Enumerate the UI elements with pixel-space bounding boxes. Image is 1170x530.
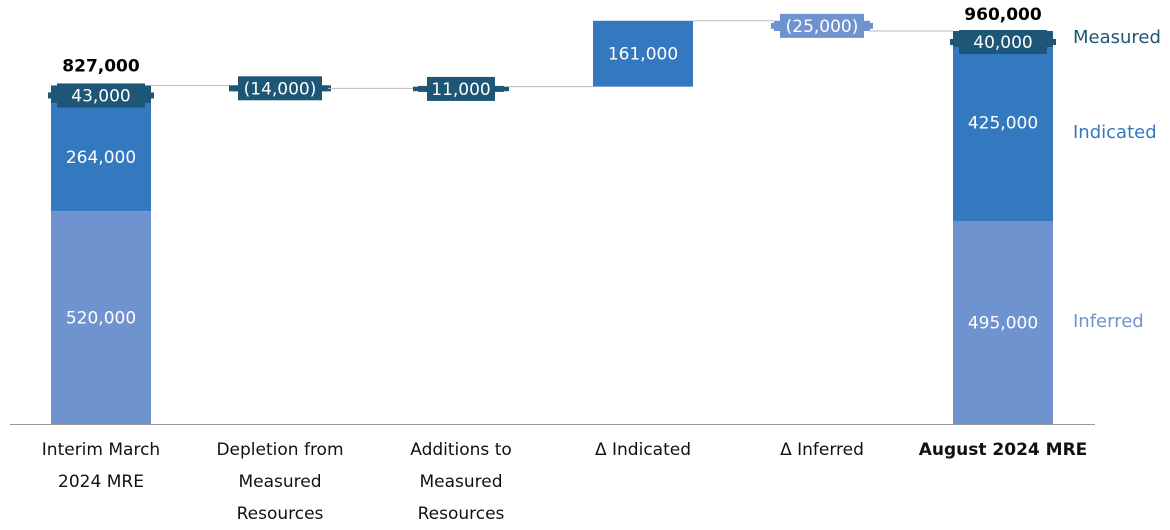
category-label-line: Δ Inferred xyxy=(780,440,864,460)
category-label-line: Resources xyxy=(236,504,324,524)
label-august-measured-tab-right xyxy=(1047,39,1056,45)
legend-item-measured: Measured xyxy=(1073,27,1161,49)
label-interim-measured-bar xyxy=(57,83,145,108)
bar-august-inferred xyxy=(953,221,1053,424)
category-label-line: Interim March xyxy=(41,440,161,460)
category-label-line: Measured xyxy=(419,472,503,492)
label-delta-inferred-label: (25,000) xyxy=(786,17,859,37)
label-delta-inferred-tab-right xyxy=(864,22,873,29)
bar-interim-inferred xyxy=(51,211,151,424)
label-interim-measured-tab-right xyxy=(145,92,154,99)
label-depletion-tab-left xyxy=(229,85,238,92)
category-label-line: Depletion from xyxy=(216,440,344,460)
category-label-line: Measured xyxy=(238,472,322,492)
bar-interim-indicated xyxy=(51,103,151,212)
label-additions-tab-right xyxy=(495,85,504,92)
category-label: Depletion from Measured Resources xyxy=(190,434,370,530)
category-label: August 2024 MRE xyxy=(913,434,1093,466)
category-label: Δ Inferred xyxy=(732,434,912,466)
label-delta-inferred-tab-left xyxy=(771,22,780,29)
legend-item-indicated: Indicated xyxy=(1073,122,1157,144)
label-additions-bar xyxy=(427,76,495,101)
label-additions-tab-left xyxy=(418,85,427,92)
bar-delta-indicated xyxy=(593,20,693,87)
label-additions-label: 11,000 xyxy=(431,80,490,100)
label-depletion-bar xyxy=(238,76,322,101)
category-label-line: Δ Indicated xyxy=(594,440,691,460)
total-august: 960,000 xyxy=(964,5,1042,25)
label-august-inferred: 495,000 xyxy=(968,314,1038,334)
label-delta-inferred-bar xyxy=(780,13,864,38)
category-label: Interim March 2024 MRE xyxy=(11,434,191,498)
label-august-measured-label: 40,000 xyxy=(973,33,1032,53)
label-interim-inferred: 520,000 xyxy=(66,309,136,329)
total-interim: 827,000 xyxy=(62,56,140,76)
label-interim-measured-label: 43,000 xyxy=(71,86,130,106)
category-label-line: August 2024 MRE xyxy=(918,440,1088,460)
label-delta-indicated: 161,000 xyxy=(608,45,678,65)
label-august-measured-tab-left xyxy=(950,39,959,45)
label-depletion-tab-right xyxy=(322,85,331,92)
label-interim-measured-tab-left xyxy=(48,92,57,99)
category-label: Additions to Measured Resources xyxy=(371,434,551,530)
category-label: Δ Indicated xyxy=(553,434,733,466)
category-label-line: 2024 MRE xyxy=(58,472,144,492)
label-interim-indicated: 264,000 xyxy=(66,148,136,168)
category-label-line: Additions to xyxy=(410,440,512,460)
label-depletion-label: (14,000) xyxy=(244,79,317,99)
label-august-measured-bar xyxy=(959,30,1047,54)
legend-item-inferred: Inferred xyxy=(1073,310,1144,332)
category-label-line: Resources xyxy=(417,504,505,524)
bar-august-indicated xyxy=(953,47,1053,222)
label-august-indicated: 425,000 xyxy=(968,113,1038,133)
